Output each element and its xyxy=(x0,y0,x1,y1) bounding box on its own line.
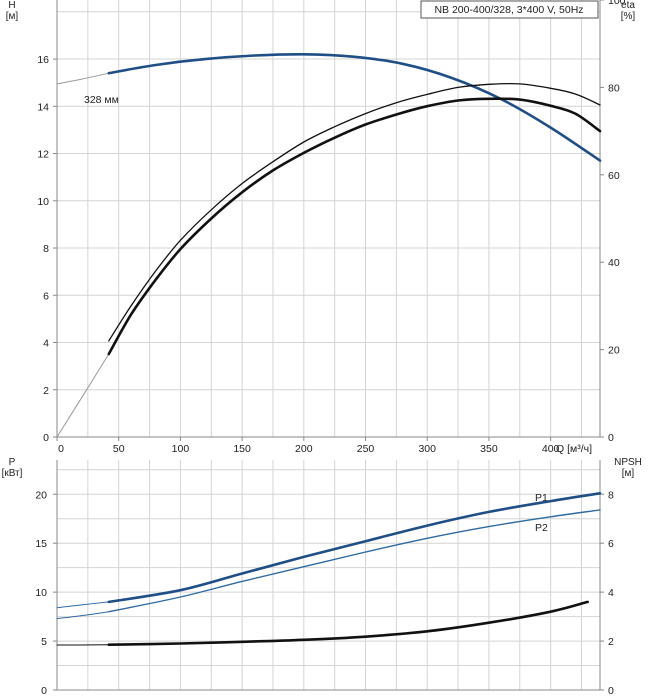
h-curve xyxy=(107,52,602,162)
eta-curve-extrapolated xyxy=(56,353,110,438)
axis-label-eta: eta [%] xyxy=(621,0,636,22)
y-tick-label-left: 15 xyxy=(35,538,47,550)
y-tick-label-left: 6 xyxy=(43,290,49,302)
x-tick-label: 100 xyxy=(172,443,190,455)
bottom-plot-grid xyxy=(57,460,600,690)
y-tick-label-right: 40 xyxy=(608,257,620,269)
y-tick-label-right: 2 xyxy=(608,636,614,648)
p2-curve xyxy=(108,509,601,613)
series-layer xyxy=(56,52,602,646)
x-tick-label: 300 xyxy=(418,443,436,455)
p1-label: P1 xyxy=(535,492,548,504)
y-tick-label-right: 20 xyxy=(608,345,620,357)
impeller-diameter-label: 328 мм xyxy=(84,94,119,106)
axis-label-q: Q [м³/ч] xyxy=(556,443,592,455)
p2-label: P2 xyxy=(535,522,548,534)
y-tick-label-right: 80 xyxy=(608,82,620,94)
y-tick-label-left: 8 xyxy=(43,243,49,255)
x-tick-label: 200 xyxy=(295,443,313,455)
top-plot-grid xyxy=(57,0,600,437)
axis-label-npsh: NPSH [м] xyxy=(614,457,642,479)
y-tick-label-left: 10 xyxy=(35,587,47,599)
p2-curve-extrapolated xyxy=(56,611,110,620)
npsh-curve xyxy=(107,600,589,646)
y-tick-label-left: 0 xyxy=(41,685,47,697)
axis-label-h: H [м] xyxy=(6,0,19,22)
x-tick-label: 250 xyxy=(357,443,375,455)
y-tick-label-left: 4 xyxy=(43,338,49,350)
eta-curve xyxy=(107,97,602,356)
chart-title: NB 200-400/328, 3*400 V, 50Hz xyxy=(434,4,583,16)
y-tick-label-right: 6 xyxy=(608,538,614,550)
eta-curve-upper xyxy=(108,82,601,342)
axis-label-p: P [кВт] xyxy=(2,457,23,479)
y-tick-label-left: 14 xyxy=(37,101,49,113)
y-tick-label-left: 12 xyxy=(37,149,49,161)
y-tick-label-left: 16 xyxy=(37,54,49,66)
y-tick-label-right: 0 xyxy=(608,432,614,444)
chart-title-box xyxy=(420,0,599,19)
p1-curve xyxy=(107,492,602,604)
y-tick-label-right: 4 xyxy=(608,587,614,599)
x-tick-label: 400 xyxy=(542,443,560,455)
y-tick-label-left: 20 xyxy=(35,489,47,501)
y-tick-label-right: 8 xyxy=(608,489,614,501)
y-tick-label-left: 5 xyxy=(41,636,47,648)
x-tick-label: 150 xyxy=(233,443,251,455)
y-tick-label-left: 0 xyxy=(43,432,49,444)
y-tick-label-right: 60 xyxy=(608,170,620,182)
x-tick-label: 50 xyxy=(113,443,125,455)
y-tick-label-left: 2 xyxy=(43,385,49,397)
x-tick-label: 0 xyxy=(58,443,64,455)
h-curve-extrapolated xyxy=(56,72,110,85)
y-tick-label-left: 10 xyxy=(37,196,49,208)
y-tick-label-right: 0 xyxy=(608,685,614,697)
p1-curve-extrapolated xyxy=(56,601,110,609)
x-tick-label: 350 xyxy=(480,443,498,455)
y-tick-label-right: 100 xyxy=(608,0,626,7)
